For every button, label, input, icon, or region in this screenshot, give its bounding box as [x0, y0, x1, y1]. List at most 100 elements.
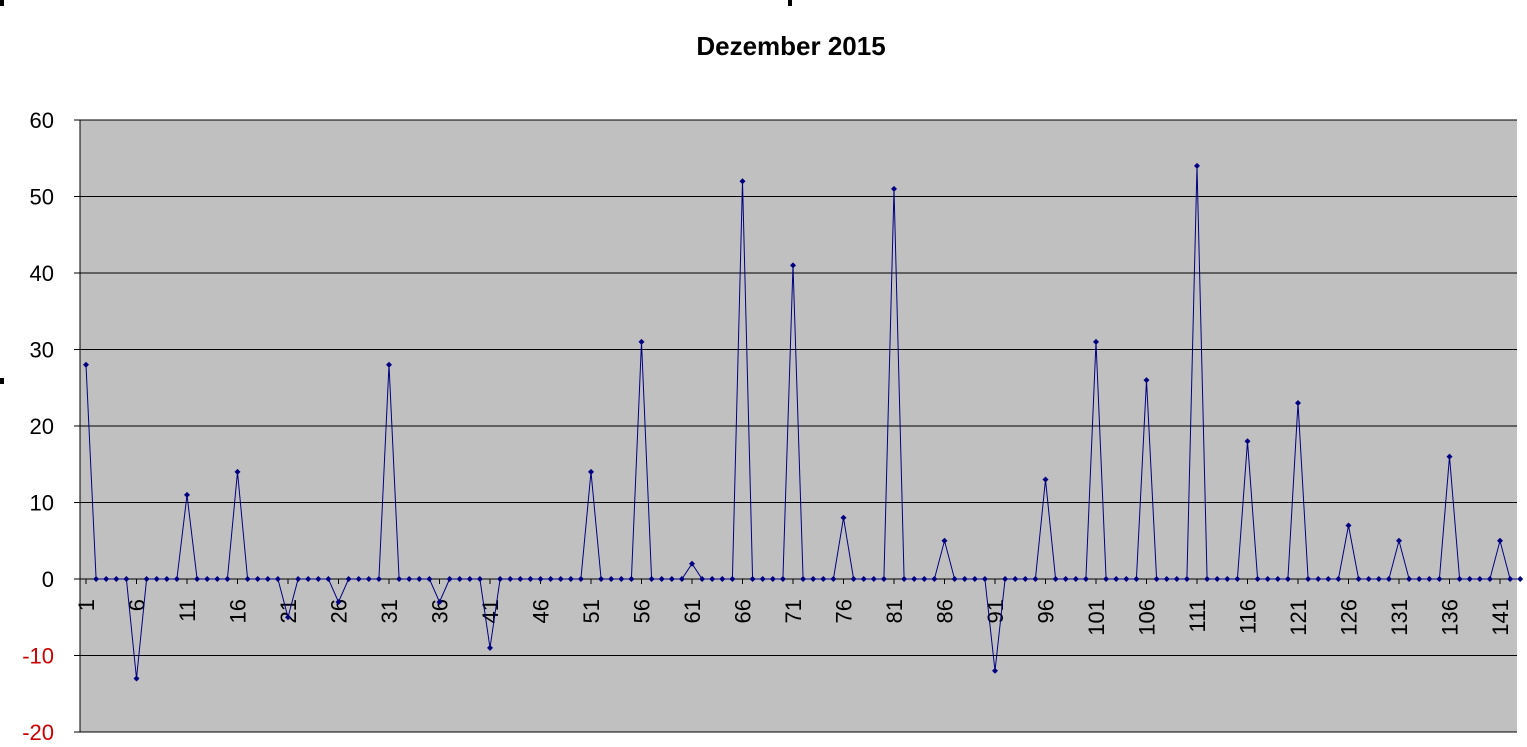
edge-mark-top-center [788, 0, 792, 6]
data-point [1052, 576, 1059, 582]
x-tick-label: 1 [74, 599, 99, 611]
x-tick-label: 76 [832, 599, 857, 623]
data-point [406, 576, 413, 582]
x-tick-label: 121 [1286, 599, 1311, 636]
data-point [173, 576, 180, 582]
data-point [93, 576, 100, 582]
data-point [689, 560, 695, 567]
data-point [951, 576, 958, 582]
data-point [264, 576, 271, 582]
data-point [800, 576, 807, 582]
data-point [1396, 537, 1402, 544]
x-tick-label: 126 [1337, 599, 1362, 636]
data-point [648, 576, 655, 582]
data-point [517, 576, 524, 582]
x-tick-label: 31 [377, 599, 402, 623]
data-point [537, 576, 544, 582]
data-point [1022, 576, 1029, 582]
data-point [1476, 576, 1483, 582]
data-point [1466, 576, 1473, 582]
x-tick-label: 56 [630, 599, 655, 623]
data-point [850, 576, 857, 582]
data-point [123, 576, 130, 582]
data-point [567, 576, 574, 582]
data-point [204, 576, 211, 582]
data-point [981, 576, 988, 582]
data-point [628, 576, 635, 582]
x-tick-label: 41 [478, 599, 503, 623]
y-tick-label: 40 [30, 261, 54, 286]
data-point [295, 576, 302, 582]
data-point [1012, 576, 1019, 582]
data-point [1456, 576, 1463, 582]
data-point [456, 576, 463, 582]
data-point [901, 576, 908, 582]
data-point [274, 576, 281, 582]
data-point [668, 576, 675, 582]
data-point [1143, 377, 1150, 384]
data-point [153, 576, 160, 582]
data-point [1507, 576, 1514, 582]
data-point [921, 576, 928, 582]
data-point [527, 576, 534, 582]
data-point [739, 178, 746, 185]
x-tick-label: 101 [1084, 599, 1109, 636]
x-tick-label: 11 [175, 599, 200, 622]
data-point [386, 361, 392, 368]
data-point [436, 598, 443, 605]
data-point [446, 576, 453, 582]
data-point [699, 576, 706, 582]
data-point [335, 598, 342, 605]
series-markers [83, 162, 1524, 682]
data-point [618, 576, 625, 582]
data-point [325, 576, 332, 582]
data-point [1173, 576, 1180, 582]
data-point [476, 576, 483, 582]
data-point [466, 576, 473, 582]
data-point [860, 576, 867, 582]
data-point [608, 576, 615, 582]
data-point [577, 576, 584, 582]
data-point [810, 576, 817, 582]
data-point [1436, 576, 1443, 582]
data-point [830, 576, 837, 582]
data-point [1224, 576, 1231, 582]
data-point [83, 361, 89, 368]
data-point [1183, 576, 1190, 582]
data-point [870, 576, 877, 582]
data-point [820, 576, 827, 582]
data-point [931, 576, 938, 582]
data-point [911, 576, 918, 582]
data-point [1244, 438, 1251, 445]
data-point [1345, 522, 1352, 529]
data-point [1305, 576, 1312, 582]
data-point [143, 576, 150, 582]
data-point [658, 576, 665, 582]
edge-mark-top-left [0, 0, 4, 6]
x-tick-label: 16 [226, 599, 251, 623]
data-point [285, 614, 291, 621]
data-point [891, 185, 897, 192]
y-tick-label: -10 [22, 644, 54, 669]
data-point [365, 576, 372, 582]
data-point [1264, 576, 1271, 582]
data-point [1032, 576, 1039, 582]
data-point [840, 514, 847, 521]
data-point [214, 576, 221, 582]
data-point [749, 576, 756, 582]
x-tick-label: 116 [1236, 599, 1261, 634]
data-point [345, 576, 352, 582]
data-point [1093, 338, 1099, 345]
data-point [992, 667, 998, 674]
data-point [426, 576, 433, 582]
chart-title: Dezember 2015 [696, 31, 885, 61]
data-point [487, 644, 493, 651]
data-point [1335, 576, 1342, 582]
data-point [163, 576, 170, 582]
data-point [234, 468, 241, 475]
y-tick-label: 60 [30, 108, 54, 133]
data-point [1497, 537, 1503, 544]
data-point [1446, 453, 1453, 460]
y-tick-label: -20 [22, 720, 54, 745]
x-tick-label: 136 [1438, 599, 1463, 636]
